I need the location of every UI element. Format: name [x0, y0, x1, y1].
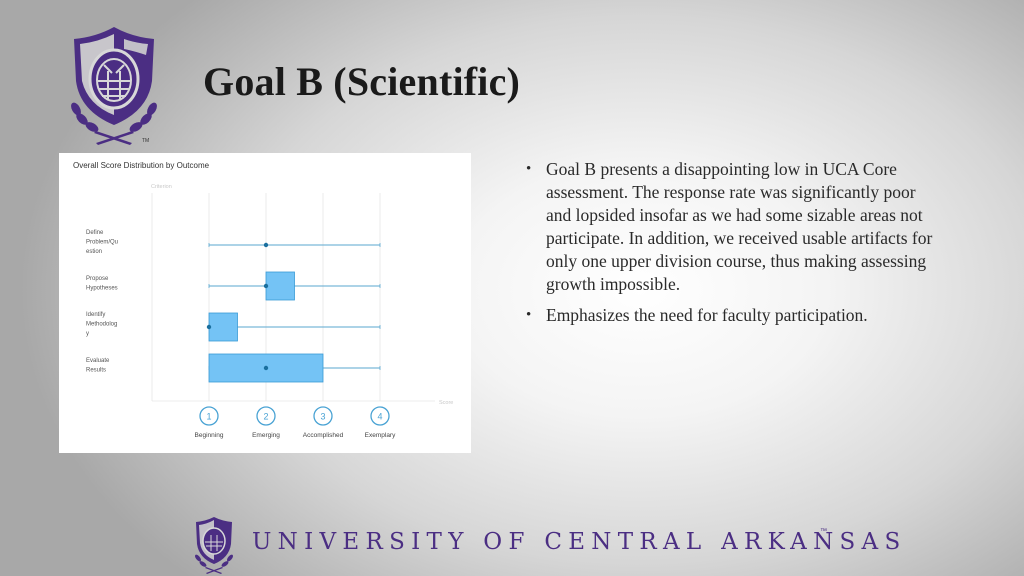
criterion-label: Problem/Qu — [86, 240, 118, 246]
criterion-label: Methodolog — [86, 322, 117, 328]
svg-text:3: 3 — [320, 412, 325, 422]
box — [208, 312, 238, 342]
criterion-label: Results — [86, 368, 106, 374]
tick-label: Emerging — [252, 432, 280, 439]
score-distribution-chart: Overall Score Distribution by Outcome Cr… — [59, 153, 471, 453]
criterion-label: estion — [86, 249, 102, 255]
y-axis-title: Criterion — [151, 184, 172, 190]
median-dot — [263, 283, 269, 289]
bullet-list: Goal B presents a disappointing low in U… — [524, 158, 944, 335]
median-dot — [263, 242, 269, 248]
slide-title: Goal B (Scientific) — [203, 59, 521, 104]
criterion-label: Identify — [86, 312, 105, 318]
svg-text:4: 4 — [377, 412, 382, 422]
chart-title: Overall Score Distribution by Outcome — [73, 161, 210, 170]
bullet-item: Goal B presents a disappointing low in U… — [524, 158, 944, 296]
bullet-item: Emphasizes the need for faculty particip… — [524, 304, 944, 327]
tick-label: Beginning — [195, 432, 224, 439]
university-wordmark: UNIVERSITY OF CENTRAL ARKANSAS — [252, 529, 907, 555]
criterion-label: Propose — [86, 276, 109, 282]
trademark-symbol: ™ — [820, 528, 827, 535]
criterion-label: Hypotheses — [86, 286, 118, 292]
uca-shield-logo-icon: TM — [71, 27, 157, 145]
criterion-label: y — [86, 331, 89, 337]
uca-shield-small-icon — [195, 517, 233, 574]
boxplot-svg: Criterion Score Define Problem/Qu estion Prop… — [86, 184, 453, 439]
x-axis-title: Score — [439, 400, 453, 406]
criterion-label: Define — [86, 230, 104, 236]
footer-branding: UNIVERSITY OF CENTRAL ARKANSAS ™ — [192, 516, 900, 576]
svg-text:1: 1 — [206, 412, 211, 422]
box — [265, 271, 295, 301]
svg-text:TM: TM — [142, 138, 149, 144]
median-dot — [263, 365, 269, 371]
tick-label: Accomplished — [303, 432, 344, 439]
tick-label: Exemplary — [365, 432, 396, 439]
criterion-label: Evaluate — [86, 358, 110, 364]
svg-text:2: 2 — [263, 412, 268, 422]
median-dot — [206, 324, 212, 330]
